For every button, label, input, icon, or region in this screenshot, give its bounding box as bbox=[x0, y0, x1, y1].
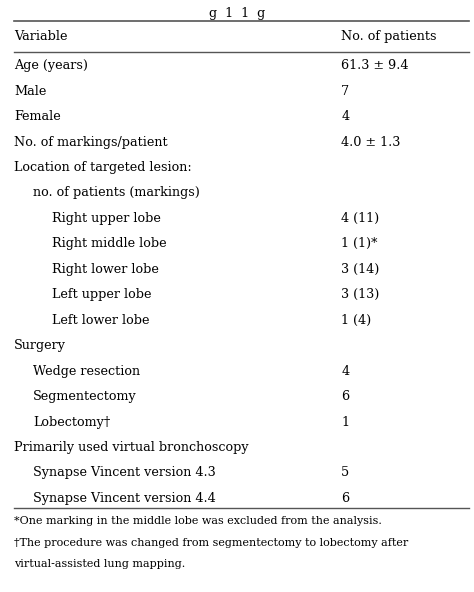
Text: no. of patients (markings): no. of patients (markings) bbox=[33, 186, 200, 200]
Text: Synapse Vincent version 4.3: Synapse Vincent version 4.3 bbox=[33, 466, 216, 480]
Text: 7: 7 bbox=[341, 85, 349, 98]
Text: 4: 4 bbox=[341, 110, 349, 123]
Text: 6: 6 bbox=[341, 492, 349, 505]
Text: 1 (1)*: 1 (1)* bbox=[341, 237, 378, 250]
Text: 1 (4): 1 (4) bbox=[341, 314, 372, 327]
Text: Female: Female bbox=[14, 110, 61, 123]
Text: Male: Male bbox=[14, 85, 46, 98]
Text: Right upper lobe: Right upper lobe bbox=[52, 212, 161, 225]
Text: 5: 5 bbox=[341, 466, 349, 480]
Text: 3 (14): 3 (14) bbox=[341, 263, 380, 276]
Text: 4.0 ± 1.3: 4.0 ± 1.3 bbox=[341, 136, 401, 149]
Text: No. of markings/patient: No. of markings/patient bbox=[14, 136, 168, 149]
Text: Right lower lobe: Right lower lobe bbox=[52, 263, 159, 276]
Text: virtual-assisted lung mapping.: virtual-assisted lung mapping. bbox=[14, 559, 185, 569]
Text: 61.3 ± 9.4: 61.3 ± 9.4 bbox=[341, 59, 409, 72]
Text: 3 (13): 3 (13) bbox=[341, 288, 380, 301]
Text: Left lower lobe: Left lower lobe bbox=[52, 314, 150, 327]
Text: Segmentectomy: Segmentectomy bbox=[33, 390, 137, 403]
Text: Age (years): Age (years) bbox=[14, 59, 88, 72]
Text: g  1  1  g: g 1 1 g bbox=[209, 7, 265, 20]
Text: No. of patients: No. of patients bbox=[341, 30, 437, 43]
Text: Wedge resection: Wedge resection bbox=[33, 365, 140, 378]
Text: Variable: Variable bbox=[14, 30, 68, 43]
Text: Lobectomy†: Lobectomy† bbox=[33, 416, 110, 429]
Text: Left upper lobe: Left upper lobe bbox=[52, 288, 152, 301]
Text: Location of targeted lesion:: Location of targeted lesion: bbox=[14, 161, 192, 174]
Text: †The procedure was changed from segmentectomy to lobectomy after: †The procedure was changed from segmente… bbox=[14, 538, 409, 548]
Text: Primarily used virtual bronchoscopy: Primarily used virtual bronchoscopy bbox=[14, 441, 249, 454]
Text: 1: 1 bbox=[341, 416, 349, 429]
Text: Right middle lobe: Right middle lobe bbox=[52, 237, 167, 250]
Text: Surgery: Surgery bbox=[14, 339, 66, 352]
Text: 4: 4 bbox=[341, 365, 349, 378]
Text: Synapse Vincent version 4.4: Synapse Vincent version 4.4 bbox=[33, 492, 216, 505]
Text: 4 (11): 4 (11) bbox=[341, 212, 380, 225]
Text: 6: 6 bbox=[341, 390, 349, 403]
Text: *One marking in the middle lobe was excluded from the analysis.: *One marking in the middle lobe was excl… bbox=[14, 516, 382, 526]
